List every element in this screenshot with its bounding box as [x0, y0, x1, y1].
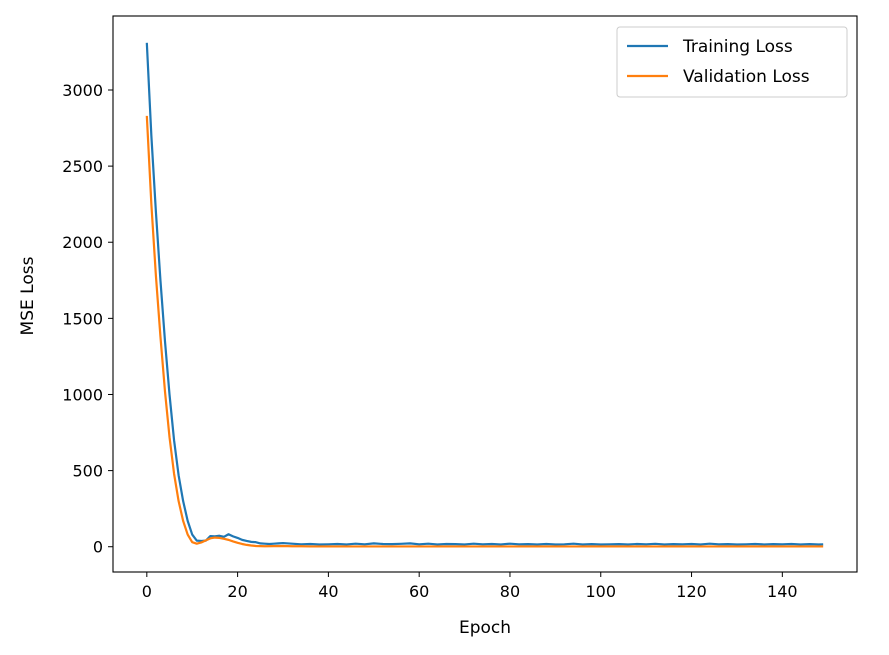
y-tick-label: 3000 — [62, 81, 103, 100]
y-tick-label: 2500 — [62, 157, 103, 176]
x-tick-label: 60 — [409, 582, 429, 601]
x-axis-label: Epoch — [459, 618, 511, 638]
x-axis: 0 20 40 60 80 100 120 140 — [142, 572, 798, 601]
y-tick-label: 500 — [72, 462, 103, 481]
plot-lines — [145, 42, 824, 548]
x-tick-label: 80 — [500, 582, 520, 601]
y-axis: 0 500 1000 1500 2000 2500 3000 — [62, 81, 113, 557]
x-tick-label: 0 — [142, 582, 152, 601]
y-axis-label: MSE Loss — [18, 256, 38, 335]
x-tick-label: 20 — [227, 582, 247, 601]
plot-frame — [112, 15, 858, 573]
x-tick-label: 140 — [767, 582, 798, 601]
series-line-validation-loss — [145, 115, 824, 548]
x-tick-label: 100 — [585, 582, 616, 601]
legend-label-training: Training Loss — [682, 37, 793, 57]
legend-box — [616, 26, 848, 98]
x-tick-label: 40 — [318, 582, 338, 601]
y-tick-label: 1500 — [62, 309, 103, 328]
y-tick-label: 0 — [93, 538, 103, 557]
legend: Training Loss Validation Loss — [616, 26, 848, 98]
y-tick-label: 2000 — [62, 233, 103, 252]
legend-label-validation: Validation Loss — [683, 67, 810, 87]
series-line-training-loss — [145, 42, 824, 546]
y-tick-label: 1000 — [62, 385, 103, 404]
x-tick-label: 120 — [676, 582, 707, 601]
